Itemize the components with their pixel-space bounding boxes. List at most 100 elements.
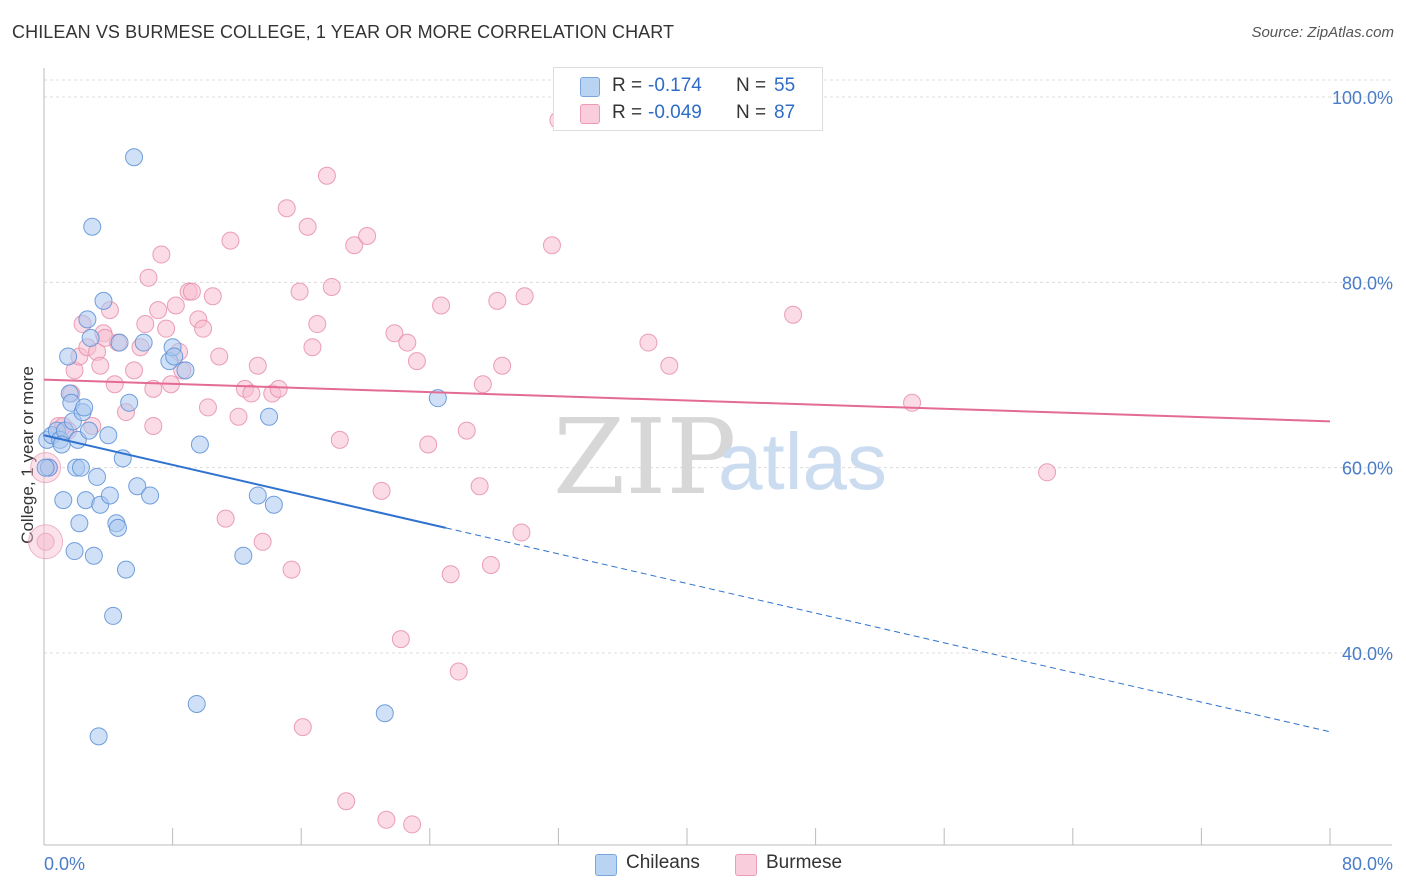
burmese-point — [385, 324, 404, 343]
chileans-point — [260, 407, 279, 426]
burmese-point — [493, 356, 512, 375]
burmese-swatch — [580, 104, 600, 124]
burmese-point — [203, 287, 222, 306]
legend-row-chileans: R = -0.174 N = 55 — [554, 73, 822, 101]
burmese-point — [308, 315, 327, 334]
x-tick-label-max: 80.0% — [1342, 854, 1393, 874]
burmese-point — [269, 379, 288, 398]
chileans-point — [141, 486, 160, 505]
burmese-point — [512, 523, 531, 542]
chileans-trend-line — [43, 434, 447, 529]
burmese-point — [330, 430, 349, 449]
chileans-points — [36, 148, 447, 746]
legend-r-value: -0.174 — [648, 75, 702, 96]
chart-title: CHILEAN VS BURMESE COLLEGE, 1 YEAR OR MO… — [12, 22, 675, 42]
y-tick-label: 40.0% — [1342, 644, 1393, 664]
burmese-point — [221, 231, 240, 250]
burmese-point — [157, 319, 176, 338]
burmese-point — [660, 356, 679, 375]
burmese-point — [303, 338, 322, 357]
burmese-point — [419, 435, 438, 454]
chileans-point — [248, 486, 267, 505]
burmese-point — [216, 509, 235, 528]
legend-r-label: R = — [612, 102, 643, 123]
burmese-point — [403, 815, 422, 834]
burmese-point — [481, 555, 500, 574]
burmese-point — [242, 384, 261, 403]
burmese-point — [290, 282, 309, 301]
burmese-point — [125, 361, 144, 380]
burmese-point — [36, 532, 55, 551]
burmese-trend-line — [43, 378, 1331, 423]
chileans-trend-extension — [445, 527, 1331, 733]
chileans-point — [120, 393, 139, 412]
chileans-point — [375, 704, 394, 723]
burmese-point — [149, 301, 168, 320]
burmese-point — [784, 305, 803, 324]
burmese-point — [91, 356, 110, 375]
watermark-zip: ZIP — [553, 396, 736, 518]
chileans-point — [81, 328, 100, 347]
burmese-point — [139, 268, 158, 287]
burmese-point — [449, 662, 468, 681]
burmese-point — [407, 352, 426, 371]
legend-r-value: -0.049 — [648, 102, 702, 123]
chileans-point — [190, 435, 209, 454]
y-tick-label: 60.0% — [1342, 459, 1393, 479]
legend-label-burmese: Burmese — [766, 852, 843, 873]
chileans-point — [176, 361, 195, 380]
burmese-point — [322, 277, 341, 296]
burmese-point — [293, 718, 312, 737]
chileans-point — [100, 486, 119, 505]
chileans-point — [59, 347, 78, 366]
chileans-legend-swatch — [595, 854, 617, 876]
chileans-point — [54, 491, 73, 510]
x-tick-label-min: 0.0% — [44, 854, 85, 874]
burmese-point — [144, 416, 163, 435]
burmese-point — [166, 296, 185, 315]
chileans-point — [116, 560, 135, 579]
chileans-point — [65, 542, 84, 561]
chileans-swatch — [580, 77, 600, 97]
burmese-point — [1038, 463, 1057, 482]
burmese-point — [515, 287, 534, 306]
chileans-point — [94, 291, 113, 310]
watermark-atlas: atlas — [718, 417, 887, 506]
chileans-point — [83, 217, 102, 236]
chileans-point — [187, 694, 206, 713]
legend-r-label: R = — [612, 75, 643, 96]
burmese-point — [229, 407, 248, 426]
burmese-points — [28, 111, 1057, 834]
chileans-point — [165, 347, 184, 366]
chileans-point — [36, 458, 55, 477]
chileans-point — [108, 518, 127, 537]
chileans-point — [88, 467, 107, 486]
legend-n-label: N = — [736, 75, 767, 96]
burmese-point — [488, 291, 507, 310]
y-tick-label: 100.0% — [1332, 88, 1393, 108]
burmese-point — [194, 319, 213, 338]
burmese-point — [358, 227, 377, 245]
burmese-point — [182, 282, 201, 301]
chileans-point — [428, 389, 447, 408]
legend-n-value: 87 — [774, 102, 796, 123]
legend-n-value: 55 — [774, 75, 796, 96]
burmese-point — [210, 347, 229, 366]
burmese-point — [317, 166, 336, 185]
burmese-point — [432, 296, 451, 315]
chileans-point — [128, 477, 147, 496]
burmese-point — [105, 375, 124, 394]
chileans-point — [134, 333, 153, 352]
burmese-point — [345, 236, 364, 255]
chileans-point — [234, 546, 253, 565]
y-tick-label: 80.0% — [1342, 273, 1393, 293]
chileans-point — [84, 546, 103, 565]
legend-label-chileans: Chileans — [626, 852, 700, 873]
chart-source: Source: ZipAtlas.com — [1251, 24, 1394, 41]
chileans-point — [99, 426, 118, 445]
burmese-point — [398, 333, 417, 352]
burmese-point — [253, 532, 272, 551]
burmese-point — [372, 481, 391, 500]
legend-row-burmese: R = -0.049 N = 87 — [554, 100, 822, 128]
